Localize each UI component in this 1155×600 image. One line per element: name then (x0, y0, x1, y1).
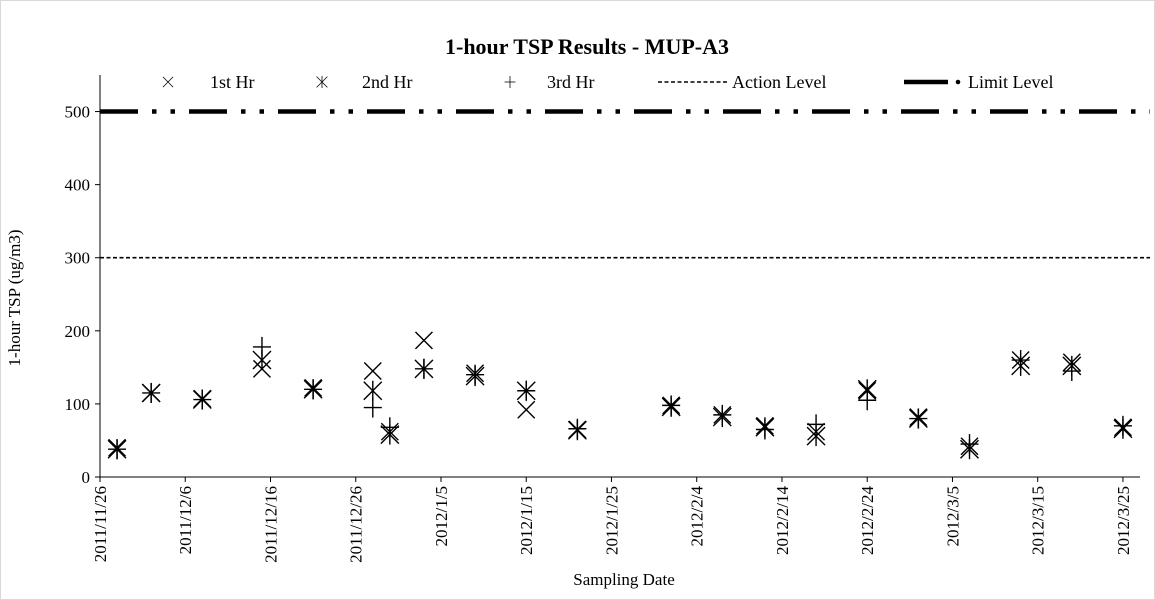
axes: 0 100 200 300 400 500 2011/11/26 2011/12/6 2011/… (65, 75, 1140, 563)
legend-item-limit-level: Limit Level (904, 72, 1053, 92)
legend-label: Action Level (732, 72, 826, 92)
x-axis-label: Sampling Date (573, 570, 675, 589)
legend-label: 1st Hr (210, 72, 255, 92)
data-point-plus (1011, 350, 1030, 371)
data-point-plus (960, 434, 979, 455)
data-point-plus (304, 379, 323, 400)
y-tick-label: 200 (65, 322, 91, 341)
legend: 1st Hr 2nd Hr 3rd Hr Action Level Limit Leve… (162, 72, 1053, 92)
data-point-plus (568, 418, 587, 439)
x-tick-label: 2012/1/5 (432, 486, 451, 546)
x-tick-label: 2012/2/14 (773, 486, 792, 555)
y-tick-label: 300 (65, 249, 91, 268)
series-plus (108, 336, 1132, 460)
reference-lines (100, 109, 1150, 259)
x-tick-label: 2012/3/5 (943, 486, 962, 546)
legend-item-asterisk: 2nd Hr (316, 72, 413, 92)
data-point-plus (252, 336, 271, 357)
data-point-plus (807, 414, 826, 435)
data-point-plus (142, 382, 161, 403)
x-tick-label: 2012/1/25 (602, 486, 621, 555)
x-tick-label: 2011/11/26 (91, 486, 110, 562)
marker-stroke (414, 331, 433, 350)
x-tick-label: 2012/2/4 (688, 486, 707, 547)
x-tick-label: 2011/12/6 (176, 486, 195, 554)
data-point-plus (662, 395, 681, 416)
marker-stroke (363, 362, 382, 381)
data-point-plus (466, 364, 485, 385)
y-tick-label: 400 (65, 176, 91, 195)
data-point-x (517, 400, 536, 419)
marker-stroke (162, 76, 174, 88)
data-point-plus (193, 389, 212, 410)
data-point-plus (108, 439, 127, 460)
data-point-plus (858, 390, 877, 411)
data-point-plus (414, 358, 433, 379)
data-point-plus (909, 408, 928, 429)
legend-marker (504, 76, 516, 89)
y-tick-label: 100 (65, 395, 91, 414)
x-tick-label: 2012/3/15 (1029, 486, 1048, 555)
legend-label: 3rd Hr (547, 72, 595, 92)
chart-title: 1-hour TSP Results - MUP-A3 (445, 34, 729, 59)
data-marks (107, 331, 1133, 460)
data-point-plus (380, 417, 399, 438)
x-tick-label: 2012/3/25 (1114, 486, 1133, 555)
data-point-plus (363, 397, 382, 418)
data-point-plus (713, 404, 732, 425)
data-point-plus (1113, 415, 1132, 436)
data-point-plus (1062, 361, 1081, 382)
legend-marker (162, 76, 174, 88)
y-tick-label: 500 (65, 103, 91, 122)
data-point-x (363, 362, 382, 381)
marker-stroke (517, 400, 536, 419)
legend-item-action-level: Action Level (658, 72, 826, 92)
legend-item-x: 1st Hr (162, 72, 255, 92)
legend-dot (955, 79, 961, 85)
legend-item-plus: 3rd Hr (504, 72, 595, 92)
data-point-x (414, 331, 433, 350)
data-point-plus (755, 419, 774, 440)
legend-marker (316, 76, 328, 89)
x-tick-label: 2011/12/16 (261, 486, 280, 563)
legend-label: Limit Level (968, 72, 1053, 92)
series-asterisk (107, 350, 1133, 460)
data-point-asterisk (363, 380, 383, 401)
y-tick-label: 0 (82, 468, 91, 487)
x-tick-label: 2012/1/15 (517, 486, 536, 555)
data-point-plus (517, 380, 536, 401)
x-tick-label: 2012/2/24 (858, 486, 877, 555)
y-axis-label: 1-hour TSP (ug/m3) (5, 230, 24, 367)
x-tick-label: 2011/12/26 (347, 486, 366, 563)
legend-label: 2nd Hr (362, 72, 413, 92)
